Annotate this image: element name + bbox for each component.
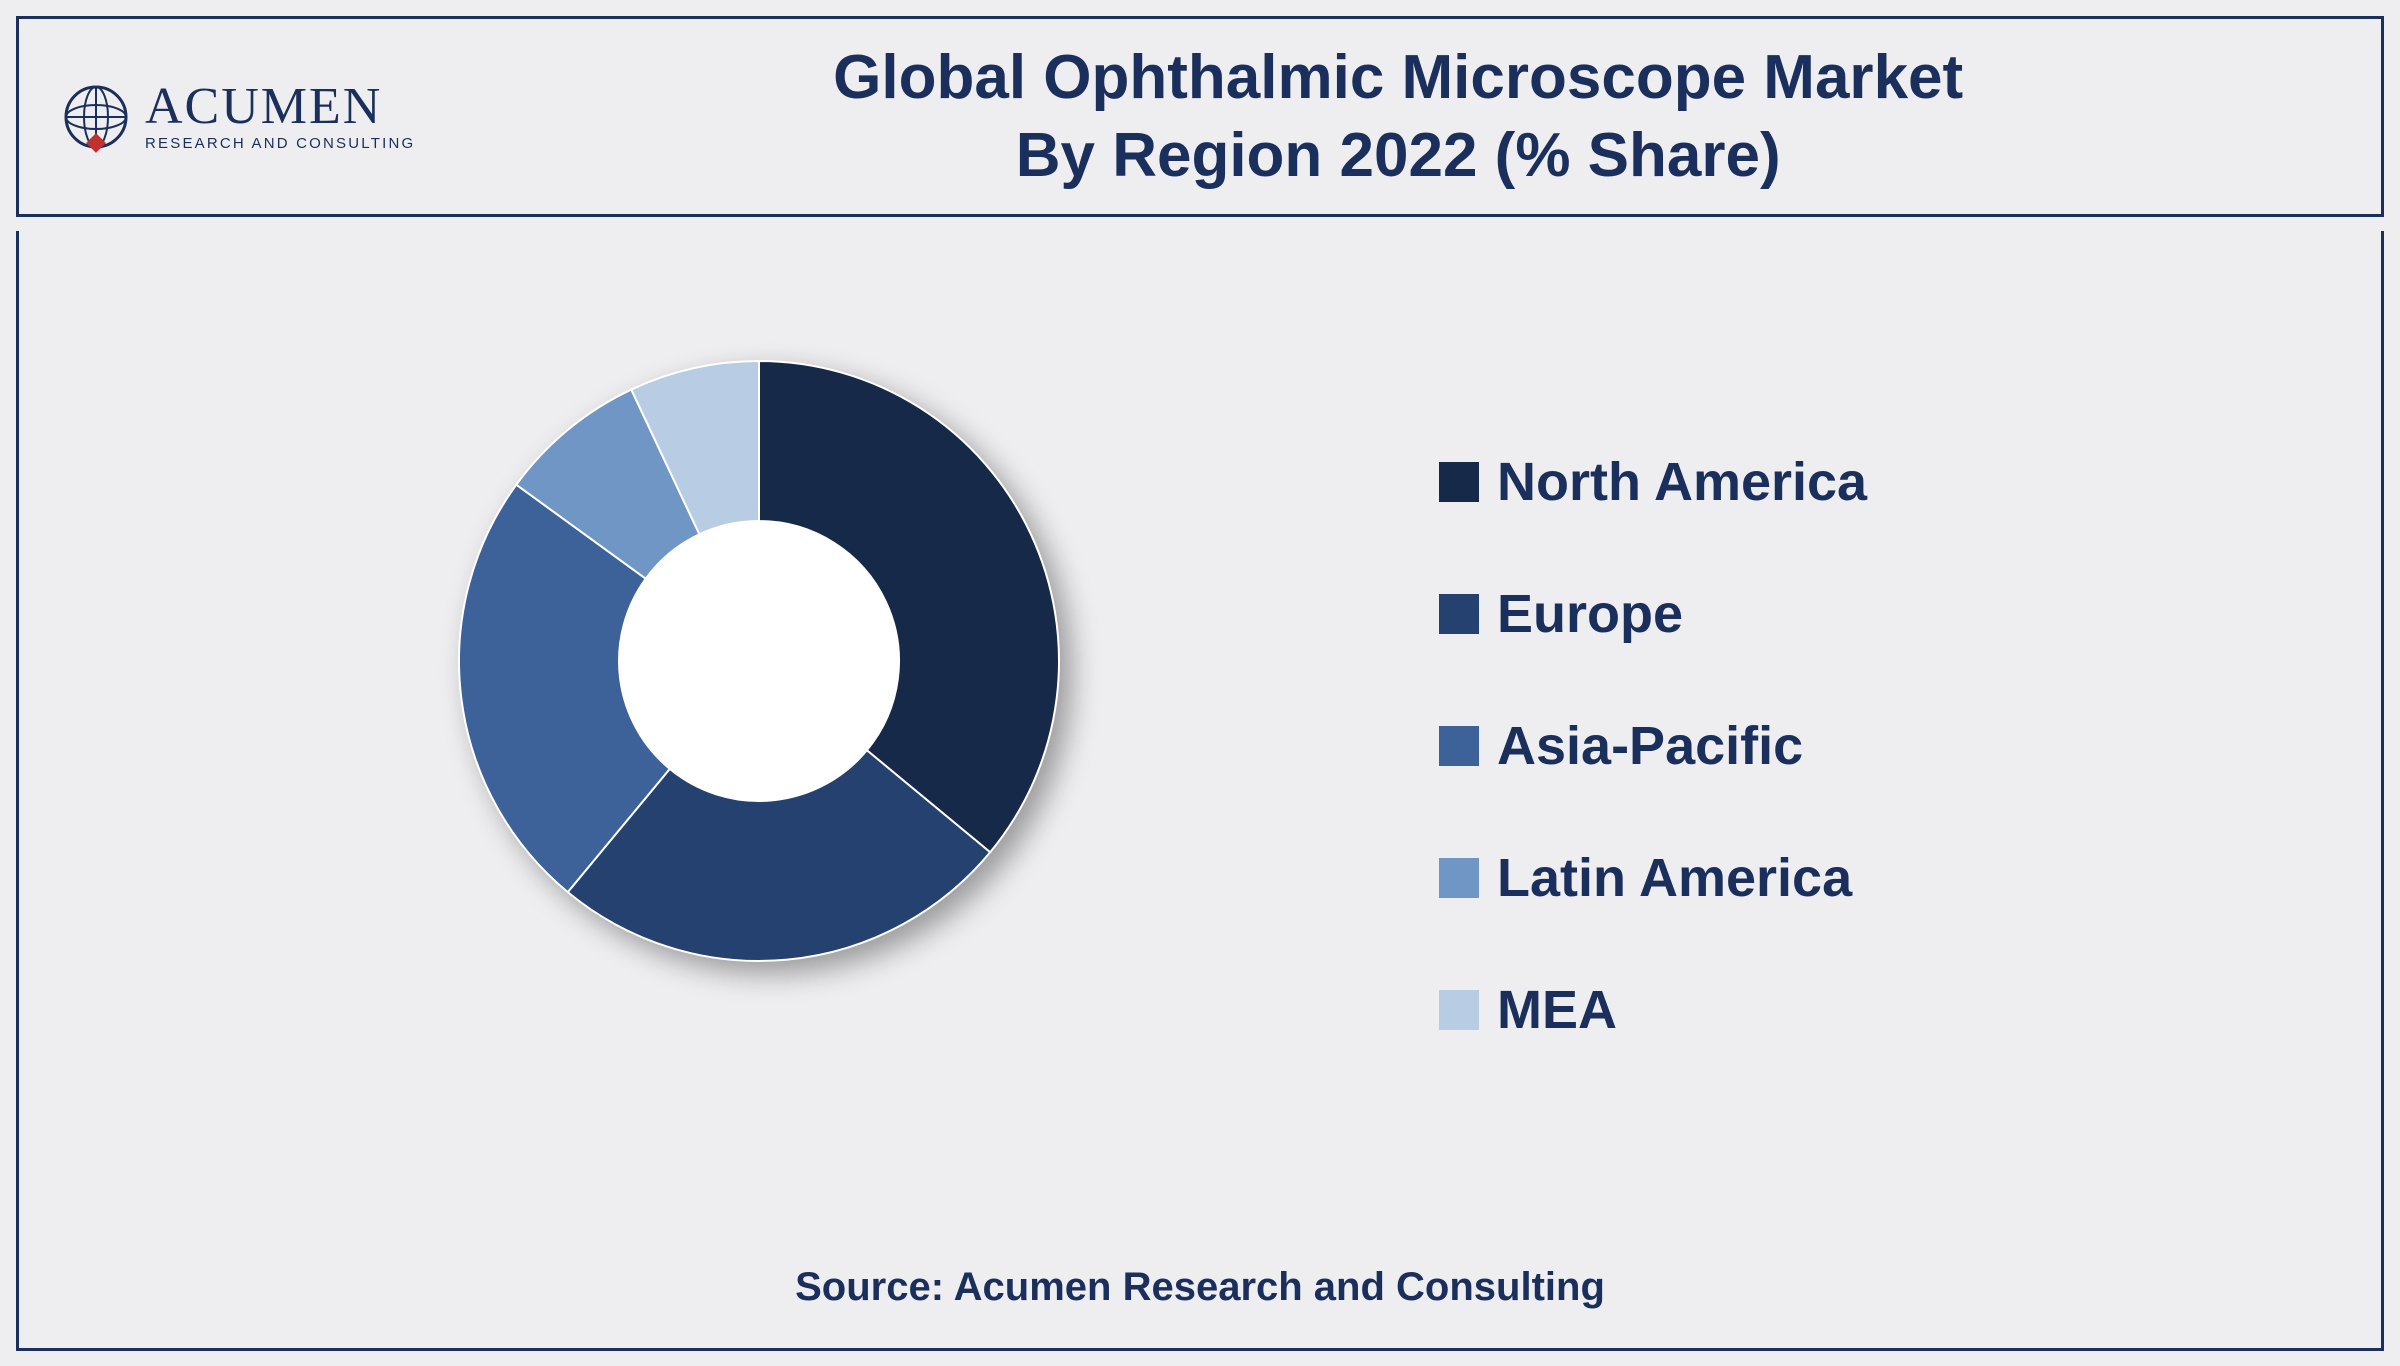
source-text: Source: Acumen Research and Consulting	[19, 1265, 2381, 1310]
legend-item-mea: MEA	[1439, 979, 1867, 1041]
chart-area: North America Europe Asia-Pacific Latin Ame…	[16, 231, 2384, 1351]
legend-item-europe: Europe	[1439, 583, 1867, 645]
legend-label: Europe	[1497, 583, 1683, 645]
chart-title: Global Ophthalmic Microscope Market By R…	[455, 39, 2341, 194]
legend-swatch	[1439, 594, 1479, 634]
logo-globe-icon	[59, 80, 133, 154]
legend-swatch	[1439, 990, 1479, 1030]
legend-swatch	[1439, 462, 1479, 502]
logo: ACUMEN RESEARCH AND CONSULTING	[59, 80, 415, 154]
legend-item-north-america: North America	[1439, 451, 1867, 513]
legend-item-asia-pacific: Asia-Pacific	[1439, 715, 1867, 777]
legend-label: Asia-Pacific	[1497, 715, 1803, 777]
legend: North America Europe Asia-Pacific Latin Ame…	[1439, 451, 1867, 1041]
donut-chart	[409, 311, 1109, 1016]
legend-swatch	[1439, 858, 1479, 898]
logo-text: ACUMEN RESEARCH AND CONSULTING	[145, 81, 415, 152]
legend-label: North America	[1497, 451, 1867, 513]
legend-label: MEA	[1497, 979, 1617, 1041]
legend-swatch	[1439, 726, 1479, 766]
logo-name: ACUMEN	[145, 81, 415, 133]
legend-item-latin-america: Latin America	[1439, 847, 1867, 909]
title-line-2: By Region 2022 (% Share)	[455, 117, 2341, 195]
logo-tagline: RESEARCH AND CONSULTING	[145, 135, 415, 152]
header-bar: ACUMEN RESEARCH AND CONSULTING Global Op…	[16, 16, 2384, 217]
title-line-1: Global Ophthalmic Microscope Market	[455, 39, 2341, 117]
legend-label: Latin America	[1497, 847, 1852, 909]
